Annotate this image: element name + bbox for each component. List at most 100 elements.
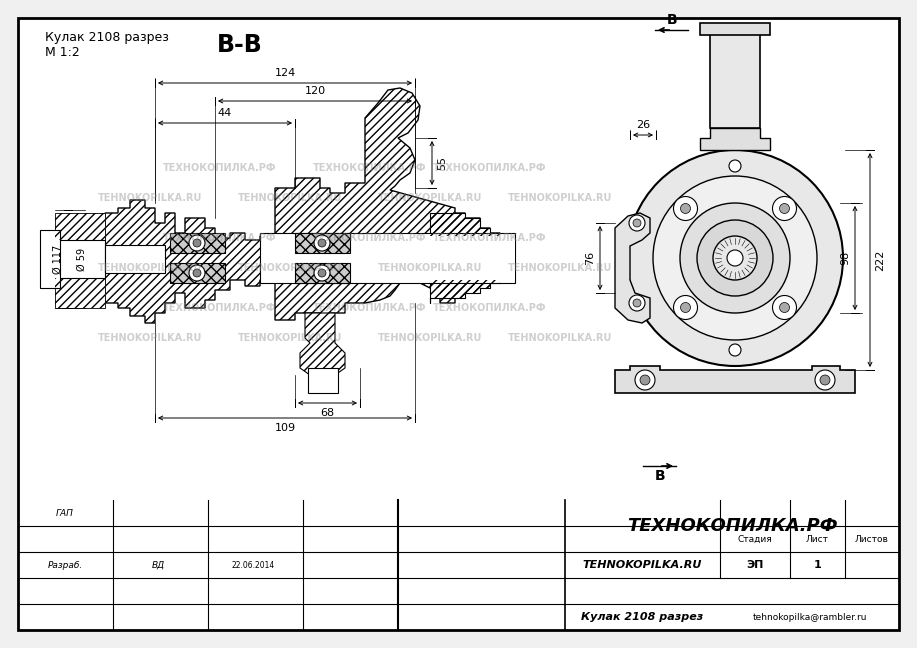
Text: TEHNOKOPILKA.RU: TEHNOKOPILKA.RU — [508, 333, 613, 343]
Bar — [700, 23, 770, 35]
Circle shape — [729, 160, 741, 172]
Polygon shape — [615, 366, 855, 393]
Text: ТЕХНОКОПИЛКА.РФ: ТЕХНОКОПИЛКА.РФ — [163, 233, 277, 243]
Text: 124: 124 — [274, 68, 295, 78]
Text: ТЕХНОКОПИЛКА.РФ: ТЕХНОКОПИЛКА.РФ — [314, 163, 426, 173]
Text: Разраб.: Разраб. — [48, 561, 83, 570]
Polygon shape — [55, 240, 105, 278]
Text: Ø 117: Ø 117 — [53, 244, 63, 273]
Circle shape — [189, 265, 205, 281]
Text: TEHNOKOPILKA.RU: TEHNOKOPILKA.RU — [583, 560, 702, 570]
Circle shape — [815, 370, 835, 390]
Text: ЭП: ЭП — [746, 560, 764, 570]
Text: tehnokopilka@rambler.ru: tehnokopilka@rambler.ru — [752, 612, 867, 621]
Text: Кулак 2108 разрез: Кулак 2108 разрез — [581, 612, 703, 622]
Text: TEHNOKOPILKA.RU: TEHNOKOPILKA.RU — [98, 193, 202, 203]
Circle shape — [318, 269, 326, 277]
Circle shape — [189, 235, 205, 251]
Text: ТЕХНОКОПИЛКА.РФ: ТЕХНОКОПИЛКА.РФ — [433, 163, 547, 173]
Circle shape — [653, 176, 817, 340]
Circle shape — [314, 265, 330, 281]
Bar — [260, 233, 515, 283]
Circle shape — [727, 250, 743, 266]
Text: 44: 44 — [218, 108, 232, 118]
Circle shape — [680, 203, 790, 313]
Circle shape — [729, 344, 741, 356]
Bar — [170, 263, 225, 283]
Polygon shape — [615, 213, 650, 323]
Text: Стадия: Стадия — [737, 535, 772, 544]
Text: ТЕХНОКОПИЛКА.РФ: ТЕХНОКОПИЛКА.РФ — [163, 163, 277, 173]
Polygon shape — [105, 245, 165, 273]
Polygon shape — [105, 88, 510, 323]
Circle shape — [635, 370, 655, 390]
Circle shape — [697, 220, 773, 296]
Text: ТЕХНОКОПИЛКА.РФ: ТЕХНОКОПИЛКА.РФ — [314, 233, 426, 243]
Polygon shape — [430, 213, 510, 303]
Polygon shape — [700, 128, 770, 150]
Polygon shape — [55, 213, 105, 240]
Circle shape — [779, 303, 790, 312]
Text: ТЕХНОКОПИЛКА.РФ: ТЕХНОКОПИЛКА.РФ — [163, 303, 277, 313]
Text: 98: 98 — [840, 251, 850, 265]
Text: B: B — [655, 469, 666, 483]
Circle shape — [772, 196, 797, 220]
Text: 26: 26 — [635, 120, 650, 130]
Polygon shape — [40, 230, 60, 288]
Text: М 1:2: М 1:2 — [45, 45, 80, 58]
Text: 22.06.2014: 22.06.2014 — [231, 561, 274, 570]
Text: TEHNOKOPILKA.RU: TEHNOKOPILKA.RU — [238, 193, 342, 203]
Bar — [295, 233, 350, 253]
Bar — [295, 233, 350, 253]
Bar — [308, 368, 338, 393]
Circle shape — [673, 295, 698, 319]
Circle shape — [820, 375, 830, 385]
Circle shape — [193, 269, 201, 277]
Text: TEHNOKOPILKA.RU: TEHNOKOPILKA.RU — [238, 263, 342, 273]
Text: ВД: ВД — [151, 561, 164, 570]
Text: ТЕХНОКОПИЛКА.РФ: ТЕХНОКОПИЛКА.РФ — [314, 303, 426, 313]
Text: ТЕХНОКОПИЛКА.РФ: ТЕХНОКОПИЛКА.РФ — [433, 233, 547, 243]
Bar — [170, 233, 225, 253]
Polygon shape — [55, 278, 105, 308]
Circle shape — [633, 219, 641, 227]
Text: 68: 68 — [320, 408, 335, 418]
Bar — [170, 233, 225, 253]
Circle shape — [680, 203, 691, 213]
Text: ГАП: ГАП — [56, 509, 74, 518]
Circle shape — [314, 235, 330, 251]
Text: 76: 76 — [585, 251, 595, 265]
Text: 1: 1 — [813, 560, 822, 570]
Text: TEHNOKOPILKA.RU: TEHNOKOPILKA.RU — [98, 263, 202, 273]
Circle shape — [673, 196, 698, 220]
Circle shape — [318, 239, 326, 247]
Text: TEHNOKOPILKA.RU: TEHNOKOPILKA.RU — [238, 333, 342, 343]
Text: TEHNOKOPILKA.RU: TEHNOKOPILKA.RU — [378, 193, 482, 203]
Polygon shape — [300, 313, 345, 375]
Text: 222: 222 — [875, 249, 885, 271]
Circle shape — [633, 299, 641, 307]
Circle shape — [627, 150, 843, 366]
Circle shape — [772, 295, 797, 319]
Circle shape — [779, 203, 790, 213]
Circle shape — [640, 375, 650, 385]
Circle shape — [193, 239, 201, 247]
Text: B: B — [667, 13, 678, 27]
Text: B-B: B-B — [217, 33, 263, 57]
Bar — [170, 263, 225, 283]
Circle shape — [629, 295, 645, 311]
Text: Лист: Лист — [806, 535, 829, 544]
Text: TEHNOKOPILKA.RU: TEHNOKOPILKA.RU — [508, 193, 613, 203]
Bar — [295, 263, 350, 283]
Text: TEHNOKOPILKA.RU: TEHNOKOPILKA.RU — [378, 263, 482, 273]
Circle shape — [629, 215, 645, 231]
Text: TEHNOKOPILKA.RU: TEHNOKOPILKA.RU — [378, 333, 482, 343]
Text: Листов: Листов — [855, 535, 889, 544]
Circle shape — [713, 236, 757, 280]
Text: Кулак 2108 разрез: Кулак 2108 разрез — [45, 32, 169, 45]
Text: ТЕХНОКОПИЛКА.РФ: ТЕХНОКОПИЛКА.РФ — [626, 517, 837, 535]
Circle shape — [680, 303, 691, 312]
Text: 55: 55 — [437, 156, 447, 170]
Text: TEHNOKOPILKA.RU: TEHNOKOPILKA.RU — [98, 333, 202, 343]
Text: Ø 59: Ø 59 — [77, 248, 87, 271]
